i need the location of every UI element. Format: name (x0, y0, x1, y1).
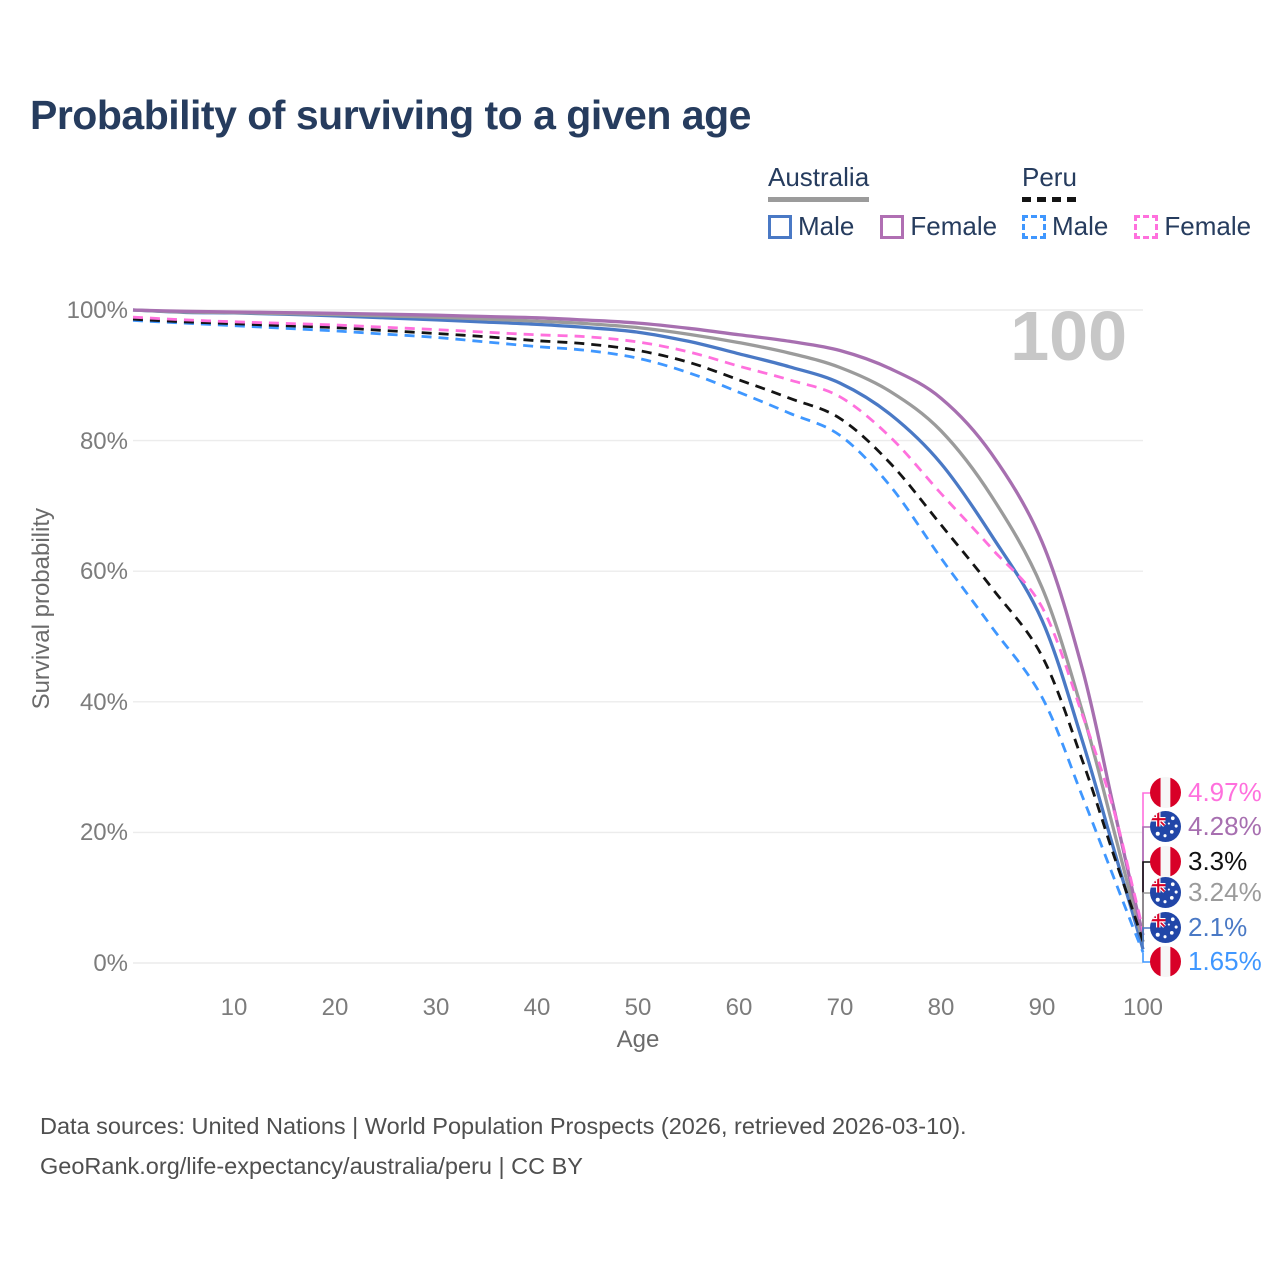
end-label-connector (1142, 927, 1151, 950)
legend-item-label: Male (798, 211, 855, 241)
end-value-text: 4.97% (1188, 777, 1262, 807)
peru-male-swatch-icon (1022, 214, 1046, 239)
x-tick-label: 60 (725, 994, 753, 1021)
peru-female-swatch-icon (1134, 214, 1159, 239)
y-tick-label: 40% (79, 688, 128, 716)
peru-flag-icon (1150, 846, 1181, 877)
y-tick-label: 0% (93, 950, 128, 977)
legend-item-australia-male[interactable]: Male (768, 211, 854, 242)
end-label-connector (1142, 952, 1151, 963)
australia-flag-icon (1150, 811, 1181, 842)
y-axis-title: Survival probability (28, 508, 55, 710)
y-tick-label: 80% (79, 427, 128, 455)
legend-item-australia-female[interactable]: Female (880, 211, 997, 242)
legend-item-label: Female (1164, 211, 1252, 241)
series-line-australia-male[interactable] (132, 308, 1145, 950)
end-value-text: 1.65% (1188, 946, 1262, 976)
x-tick-label: 40 (523, 994, 551, 1021)
australia-male-swatch-icon (768, 214, 792, 239)
x-tick-label: 70 (826, 994, 854, 1021)
legend-australia-line-swatch (768, 197, 869, 202)
end-label-australia: 2.1% (1150, 912, 1247, 943)
y-tick-label: 60% (79, 558, 128, 586)
source-line: Data sources: United Nations | World Pop… (40, 1113, 967, 1139)
australia-flag-icon (1150, 877, 1181, 908)
legend-country-label: Australia (768, 162, 870, 192)
series-line-peru-female[interactable] (132, 315, 1145, 931)
x-tick-label: 30 (422, 994, 450, 1021)
x-tick-label: 20 (321, 994, 349, 1021)
legend-item-peru-male[interactable]: Male (1022, 211, 1108, 242)
end-value-text: 4.28% (1188, 811, 1262, 841)
legend-item-label: Male (1052, 211, 1109, 241)
x-tick-label: 50 (624, 994, 652, 1021)
end-label-peru: 1.65% (1150, 946, 1262, 977)
series-line-australia-both[interactable] (132, 308, 1145, 943)
peru-flag-icon (1150, 777, 1181, 808)
end-label-connector (1142, 892, 1151, 942)
end-value-text: 3.3% (1188, 846, 1248, 876)
peru-flag-icon (1150, 946, 1181, 977)
x-tick-label: 90 (1028, 994, 1056, 1021)
legend-group-australia: Australia Male Female (768, 162, 997, 242)
australia-female-swatch-icon (880, 214, 905, 239)
x-tick-label: 10 (220, 994, 248, 1021)
x-axis-title: Age (616, 1026, 660, 1053)
legend-item-peru-female[interactable]: Female (1134, 211, 1251, 242)
end-value-text: 2.1% (1188, 912, 1248, 942)
end-label-peru: 4.97% (1150, 777, 1262, 808)
x-tick-label: 80 (927, 994, 955, 1021)
data-source-note: Data sources: United Nations | World Pop… (40, 1106, 967, 1186)
y-tick-label: 20% (79, 819, 128, 847)
page-title: Probability of surviving to a given age (30, 92, 751, 138)
legend-item-label: Female (910, 211, 998, 241)
end-label-peru: 3.3% (1150, 846, 1247, 877)
x-tick-label: 100 (1122, 994, 1164, 1021)
end-label-australia: 3.24% (1150, 877, 1262, 908)
legend-group-peru: Peru Male Female (1022, 162, 1251, 242)
current-age-watermark: 100 (1010, 297, 1127, 375)
end-label-australia: 4.28% (1150, 811, 1262, 842)
legend-peru-line-swatch (1022, 197, 1077, 202)
y-tick-label: 100% (66, 297, 128, 324)
series-line-peru-both[interactable] (132, 317, 1145, 942)
end-value-text: 3.24% (1188, 877, 1262, 907)
australia-flag-icon (1150, 912, 1181, 943)
series-line-peru-male[interactable] (132, 319, 1145, 953)
legend-country-label: Peru (1022, 162, 1077, 192)
series-line-australia-female[interactable] (132, 308, 1145, 936)
attribution-line: GeoRank.org/life-expectancy/australia/pe… (40, 1153, 583, 1179)
